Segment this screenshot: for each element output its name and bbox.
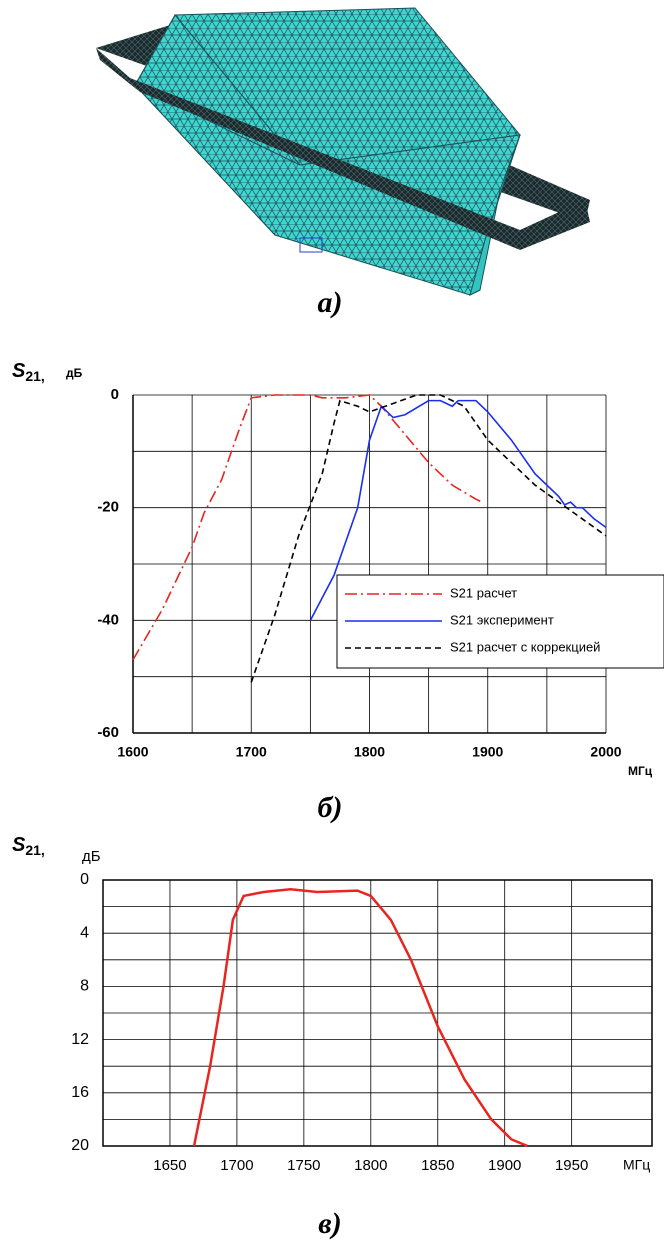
y-tick-label: 8 xyxy=(80,978,89,995)
x-tick-label: 1900 xyxy=(488,1157,521,1174)
x-tick-label: 1800 xyxy=(354,744,385,760)
y-tick-label: -60 xyxy=(97,724,119,741)
y-tick-label: 16 xyxy=(71,1084,89,1101)
y-tick-label: 0 xyxy=(111,386,119,403)
chart: 1650 1700 1750 1800 1850 1900 1950 0 4 8 12 16 20 S21… xyxy=(12,834,652,1240)
chart-caption: б) xyxy=(318,791,343,824)
y-label-subscript: 21, xyxy=(25,842,44,858)
x-tick-label: 1800 xyxy=(354,1157,387,1174)
series-line xyxy=(194,889,527,1146)
legend-label: S21 расчет с коррекцией xyxy=(450,639,600,654)
figure: а) 1600 1700 1800 1900 2000 -60 -40 -20 0 S21 рас… xyxy=(0,0,664,1260)
mesh-model xyxy=(96,8,590,295)
y-label-subscript: 21, xyxy=(25,368,44,384)
x-tick-label: 1900 xyxy=(472,744,503,760)
x-tick-label: 1600 xyxy=(117,744,148,760)
x-tick-label: 1950 xyxy=(555,1157,588,1174)
y-label-symbol: S xyxy=(12,360,26,382)
y-label-unit: дБ xyxy=(82,848,101,865)
x-tick-label: 2000 xyxy=(590,744,621,760)
y-label-unit: дБ xyxy=(66,366,83,380)
x-tick-label: 1850 xyxy=(421,1157,454,1174)
x-tick-label: 1700 xyxy=(236,744,267,760)
chart-caption: в) xyxy=(318,1207,341,1240)
y-tick-label: -20 xyxy=(97,499,119,516)
x-tick-label: 1650 xyxy=(153,1157,186,1174)
y-axis-label: S21, xyxy=(12,834,45,857)
y-axis-label: S21, xyxy=(12,360,45,383)
y-tick-label: -40 xyxy=(97,611,119,628)
chart: 1600 1700 1800 1900 2000 -60 -40 -20 0 S21 расчет… xyxy=(12,360,664,824)
y-tick-label: 4 xyxy=(80,924,89,941)
legend-label: S21 эксперимент xyxy=(450,612,554,627)
x-axis-label: МГц xyxy=(628,764,653,778)
y-tick-label: 12 xyxy=(71,1031,89,1048)
image-caption: а) xyxy=(318,286,343,319)
x-tick-label: 1700 xyxy=(220,1157,253,1174)
x-tick-label: 1750 xyxy=(287,1157,320,1174)
y-label-symbol: S xyxy=(12,834,26,856)
legend-label: S21 расчет xyxy=(450,585,517,600)
y-tick-label: 20 xyxy=(71,1137,89,1154)
y-tick-label: 0 xyxy=(80,871,89,888)
x-axis-label: МГц xyxy=(623,1157,650,1173)
